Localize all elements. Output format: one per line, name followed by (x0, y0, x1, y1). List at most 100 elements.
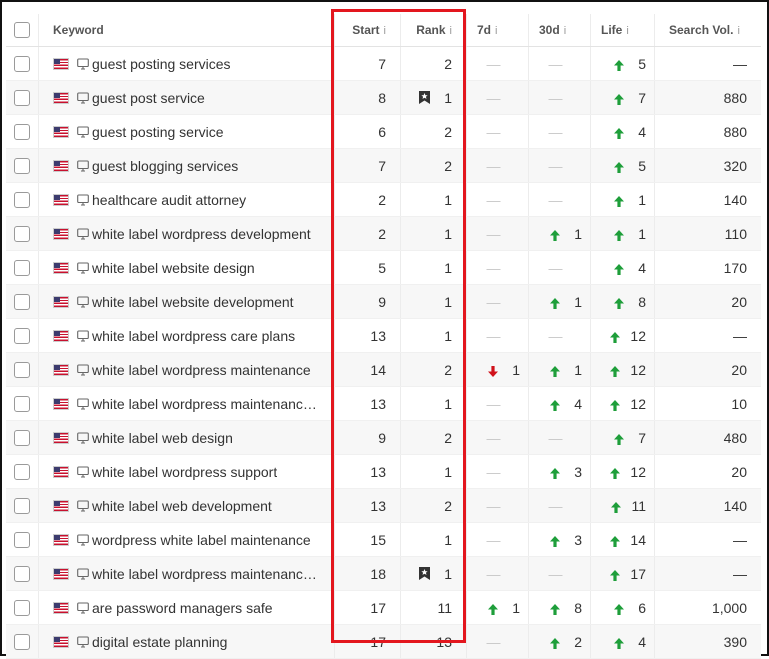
arrow-up-icon (610, 398, 621, 411)
table-row[interactable]: digital estate planning 17 13 — 2 4 390 (6, 624, 761, 659)
select-all-checkbox[interactable] (14, 22, 30, 38)
table-row[interactable]: are password managers safe 17 11 1 8 6 1,000 (6, 590, 761, 625)
info-icon[interactable]: i (383, 25, 386, 37)
row-checkbox[interactable] (14, 294, 30, 311)
empty-dash: — (548, 327, 563, 344)
info-icon[interactable]: i (737, 25, 740, 37)
row-checkbox[interactable] (14, 634, 30, 651)
start-cell: 13 (334, 318, 401, 353)
arrow-up-icon (614, 58, 624, 71)
row-checkbox[interactable] (14, 600, 30, 617)
table-row[interactable]: white label website design 5 1 — — 4 170 (6, 250, 761, 285)
arrow-up-icon (614, 194, 624, 207)
keyword-link[interactable]: white label wordpress care plans (92, 327, 296, 344)
start-cell: 5 (334, 250, 401, 285)
table-row[interactable]: guest blogging services 7 2 — — 5 320 (6, 148, 761, 183)
column-header-7d[interactable]: 7d i (466, 14, 529, 47)
change-30d-cell: 3 (528, 454, 591, 489)
keyword-link[interactable]: white label web design (92, 429, 233, 446)
arrow-up-icon (614, 636, 624, 649)
column-header-life[interactable]: Life i (590, 14, 655, 47)
keyword-link[interactable]: guest blogging services (92, 157, 239, 174)
rank-cell: 1 (400, 182, 467, 217)
rank-cell: 11 (400, 590, 467, 625)
keyword-link[interactable]: white label website design (92, 259, 255, 276)
row-checkbox-cell (6, 624, 39, 659)
change-life-cell: 1 (590, 216, 655, 251)
table-row[interactable]: white label wordpress maintenanc… 18 1 — — 17… (6, 556, 761, 591)
row-checkbox[interactable] (14, 566, 30, 583)
keyword-link[interactable]: white label wordpress support (92, 463, 278, 480)
row-checkbox[interactable] (14, 532, 30, 549)
keyword-link[interactable]: healthcare audit attorney (92, 191, 247, 208)
keyword-link[interactable]: white label wordpress maintenanc… (92, 395, 317, 412)
row-checkbox[interactable] (14, 158, 30, 175)
table-row[interactable]: white label web development 13 2 — — 11 140 (6, 488, 761, 523)
table-row[interactable]: guest post service 8 1 — — 7 880 (6, 80, 761, 115)
table-row[interactable]: white label web design 9 2 — — 7 480 (6, 420, 761, 455)
table-row[interactable]: white label wordpress development 2 1 — 1 1 11… (6, 216, 761, 251)
table-row[interactable]: white label wordpress maintenanc… 13 1 — 4 12… (6, 386, 761, 421)
table-row[interactable]: white label wordpress care plans 13 1 — — 12 — (6, 318, 761, 353)
column-header-keyword[interactable]: Keyword (38, 14, 335, 47)
info-icon[interactable]: i (563, 25, 567, 37)
change-7d-cell: — (466, 522, 529, 557)
arrow-up-icon (550, 364, 560, 377)
row-checkbox[interactable] (14, 124, 30, 141)
row-checkbox[interactable] (14, 498, 30, 515)
keyword-link[interactable]: wordpress white label maintenance (92, 531, 311, 548)
change-7d-cell: — (466, 182, 529, 217)
keyword-link[interactable]: white label wordpress development (92, 225, 311, 242)
info-icon[interactable]: i (626, 25, 629, 37)
change-life-value: 1 (638, 225, 646, 242)
keyword-link[interactable]: white label web development (92, 497, 272, 514)
table-row[interactable]: white label wordpress maintenance 14 2 1 1 12… (6, 352, 761, 387)
row-checkbox[interactable] (14, 396, 30, 413)
us-flag-icon (53, 193, 69, 206)
row-checkbox[interactable] (14, 464, 30, 481)
info-icon[interactable]: i (449, 25, 452, 37)
table-row[interactable]: healthcare audit attorney 2 1 — — 1 140 (6, 182, 761, 217)
keyword-link[interactable]: white label website development (92, 293, 294, 310)
arrow-up-icon (550, 228, 560, 241)
change-30d-cell: — (528, 420, 591, 455)
row-checkbox[interactable] (14, 260, 30, 277)
row-checkbox[interactable] (14, 56, 30, 73)
change-7d-cell: — (466, 556, 529, 591)
table-row[interactable]: guest posting services 7 2 — — 5 — (6, 46, 761, 81)
keyword-link[interactable]: white label wordpress maintenance (92, 361, 311, 378)
row-checkbox[interactable] (14, 192, 30, 209)
keyword-link[interactable]: guest posting service (92, 123, 224, 140)
row-checkbox[interactable] (14, 328, 30, 345)
info-icon[interactable]: i (495, 25, 498, 37)
desktop-icon (77, 91, 89, 104)
empty-dash: — (486, 395, 501, 412)
table-row[interactable]: white label wordpress support 13 1 — 3 12 20 (6, 454, 761, 489)
keyword-link[interactable]: are password managers safe (92, 599, 273, 616)
keyword-link[interactable]: digital estate planning (92, 633, 228, 650)
change-7d-cell: — (466, 488, 529, 523)
row-checkbox-cell (6, 148, 39, 183)
column-header-start[interactable]: Start i (334, 14, 401, 47)
rank-cell: 2 (400, 148, 467, 183)
us-flag-icon (53, 329, 69, 342)
row-checkbox[interactable] (14, 226, 30, 243)
empty-dash: — (486, 565, 501, 582)
keyword-link[interactable]: guest post service (92, 89, 205, 106)
row-checkbox[interactable] (14, 90, 30, 107)
row-checkbox[interactable] (14, 362, 30, 379)
column-header-rank[interactable]: Rank i (400, 14, 467, 47)
row-checkbox[interactable] (14, 430, 30, 447)
keyword-link[interactable]: white label wordpress maintenanc… (92, 565, 317, 582)
table-row[interactable]: white label website development 9 1 — 1 8 20 (6, 284, 761, 319)
keyword-link[interactable]: guest posting services (92, 55, 231, 72)
empty-dash: — (548, 565, 563, 582)
change-7d-cell: — (466, 386, 529, 421)
arrow-up-icon (614, 228, 624, 241)
change-7d-cell: — (466, 46, 529, 81)
table-row[interactable]: guest posting service 6 2 — — 4 880 (6, 114, 761, 149)
table-row[interactable]: wordpress white label maintenance 15 1 — 3 14… (6, 522, 761, 557)
column-header-search-volume[interactable]: Search Vol. i (654, 14, 761, 47)
column-header-30d[interactable]: 30d i (528, 14, 591, 47)
keyword-cell: white label web development (38, 488, 335, 523)
